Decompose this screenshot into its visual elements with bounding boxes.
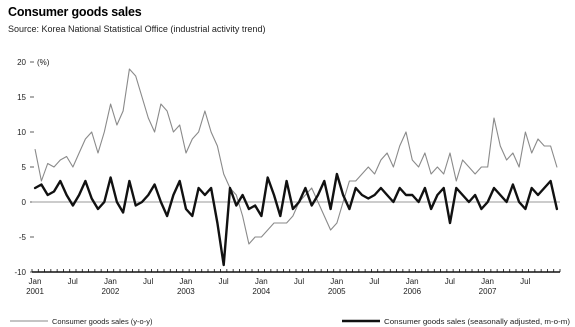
y-unit-label: (%) xyxy=(37,58,50,67)
y-tick-label: 20 xyxy=(17,58,26,67)
y-tick-label: -5 xyxy=(19,233,27,242)
x-tick-label: Jan xyxy=(330,277,343,286)
x-tick-year: 2005 xyxy=(328,287,346,296)
y-tick-label: 5 xyxy=(22,163,27,172)
series-layer xyxy=(33,68,559,267)
y-tick-label: 15 xyxy=(17,93,26,102)
y-axis: 20 (%) 15 10 5 0 -5 -10 xyxy=(14,58,49,277)
legend: Consumer goods sales (y-o-y) Consumer goo… xyxy=(10,317,571,326)
x-tick-label: Jan xyxy=(179,277,192,286)
chart-subtitle: Source: Korea National Statistical Offic… xyxy=(8,24,266,34)
y-tick-label: 0 xyxy=(22,198,27,207)
x-tick-label: Jul xyxy=(445,277,455,286)
x-tick-label: Jan xyxy=(255,277,268,286)
legend-label-yoy: Consumer goods sales (y-o-y) xyxy=(52,317,153,326)
x-tick-label: Jul xyxy=(369,277,379,286)
x-tick-label: Jan xyxy=(406,277,419,286)
x-tick-label: Jul xyxy=(520,277,530,286)
x-tick-year: 2002 xyxy=(102,287,120,296)
y-tick-label: -10 xyxy=(14,268,26,277)
x-tick-label: Jul xyxy=(218,277,228,286)
x-tick-year: 2001 xyxy=(26,287,44,296)
series-line-yoy xyxy=(34,68,558,245)
x-tick-label: Jan xyxy=(104,277,117,286)
x-tick-year: 2007 xyxy=(479,287,497,296)
x-tick-label: Jul xyxy=(143,277,153,286)
x-tick-label: Jul xyxy=(68,277,78,286)
x-tick-year: 2003 xyxy=(177,287,195,296)
x-tick-label: Jan xyxy=(29,277,42,286)
x-tick-year: 2006 xyxy=(403,287,421,296)
chart-title: Consumer goods sales xyxy=(8,5,142,19)
x-tick-year: 2004 xyxy=(252,287,270,296)
x-tick-label: Jul xyxy=(294,277,304,286)
series-line-mom xyxy=(33,172,559,267)
y-tick-label: 10 xyxy=(17,128,26,137)
x-tick-label: Jan xyxy=(481,277,494,286)
legend-label-mom: Consumer goods sales (seasonally adjuste… xyxy=(384,317,571,326)
